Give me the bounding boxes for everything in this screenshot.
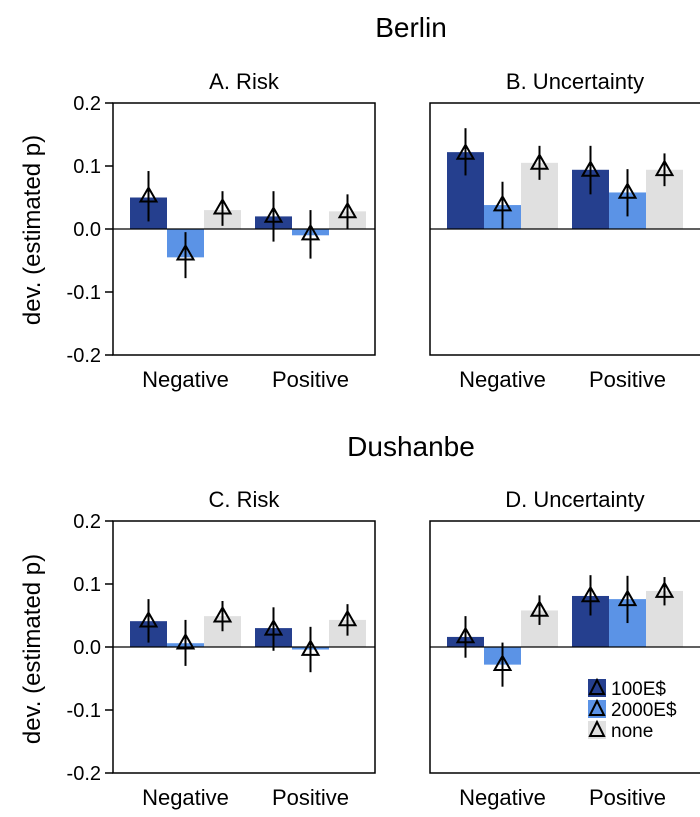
- legend-label-none: none: [611, 721, 653, 742]
- y-tick-label: 0.1: [73, 156, 101, 178]
- category-label-positive: Positive: [272, 785, 349, 810]
- y-tick-label: -0.2: [67, 763, 101, 785]
- panel-title: A. Risk: [209, 69, 280, 94]
- category-label-positive: Positive: [272, 367, 349, 392]
- point-negative-100e: [138, 185, 159, 203]
- point-negative-2000e: [492, 653, 513, 671]
- legend-swatch-none: [588, 721, 606, 739]
- point-negative-none: [212, 197, 233, 215]
- category-label-negative: Negative: [142, 785, 229, 810]
- category-label-negative: Negative: [142, 367, 229, 392]
- point-negative-none: [529, 599, 550, 617]
- category-label-positive: Positive: [589, 367, 666, 392]
- point-positive-100e: [263, 618, 284, 636]
- point-negative-none: [529, 152, 550, 170]
- panel-c-risk: C. Risk 0.2 0.1 0.0 -0.1 -0.2 Negative Positive: [67, 487, 376, 810]
- plot-frame: [429, 102, 700, 356]
- panel-title: D. Uncertainty: [505, 487, 644, 512]
- y-tick-label: 0.0: [73, 219, 101, 241]
- point-negative-100e: [455, 142, 476, 160]
- legend-marker-100e: [588, 677, 606, 695]
- legend: 100E$2000E$none: [588, 677, 677, 742]
- y-axis-label-bottom: dev. (estimated p): [19, 554, 46, 744]
- panel-b-uncertainty: B. Uncertainty Negative Positive: [429, 69, 700, 392]
- y-tick-label: 0.2: [73, 93, 101, 115]
- legend-swatch-2000e: [588, 700, 606, 718]
- point-positive-2000e: [617, 181, 638, 199]
- point-positive-none: [337, 609, 358, 627]
- point-positive-none: [337, 201, 358, 219]
- group-title-dushanbe: Dushanbe: [347, 431, 475, 462]
- category-label-negative: Negative: [459, 785, 546, 810]
- y-tick-label: -0.2: [67, 345, 101, 367]
- panel-d-uncertainty: D. Uncertainty Negative Positive: [429, 487, 700, 810]
- plot-frame: [112, 102, 376, 356]
- point-negative-100e: [455, 626, 476, 644]
- y-tick-label: -0.1: [67, 700, 101, 722]
- point-positive-2000e: [617, 589, 638, 607]
- legend-marker-none: [588, 719, 606, 737]
- plot-frame: [429, 520, 700, 774]
- category-label-negative: Negative: [459, 367, 546, 392]
- plot-frame: [112, 520, 376, 774]
- point-positive-100e: [263, 205, 284, 223]
- legend-label-2000e: 2000E$: [611, 700, 677, 721]
- category-label-positive: Positive: [589, 785, 666, 810]
- panel-title: C. Risk: [209, 487, 281, 512]
- panel-a-risk: A. Risk 0.2 0.1 0.0 -0.1 -0.2 Negative Positive: [67, 69, 376, 392]
- point-negative-none: [212, 605, 233, 623]
- y-axis-label-top: dev. (estimated p): [19, 135, 46, 325]
- y-tick-label: 0.0: [73, 637, 101, 659]
- group-title-berlin: Berlin: [375, 12, 447, 43]
- y-tick-label: 0.2: [73, 511, 101, 533]
- legend-swatch-100e: [588, 679, 606, 697]
- point-positive-2000e: [300, 223, 321, 241]
- panel-title: B. Uncertainty: [506, 69, 644, 94]
- legend-label-100e: 100E$: [611, 679, 666, 700]
- point-negative-2000e: [175, 632, 196, 650]
- y-tick-label: 0.1: [73, 574, 101, 596]
- point-negative-100e: [138, 610, 159, 628]
- point-positive-100e: [580, 159, 601, 177]
- legend-marker-2000e: [588, 698, 606, 716]
- point-positive-none: [654, 580, 675, 598]
- point-negative-2000e: [175, 243, 196, 261]
- point-positive-2000e: [300, 638, 321, 656]
- point-negative-2000e: [492, 194, 513, 212]
- point-positive-100e: [580, 585, 601, 603]
- y-tick-label: -0.1: [67, 282, 101, 304]
- point-positive-none: [654, 159, 675, 177]
